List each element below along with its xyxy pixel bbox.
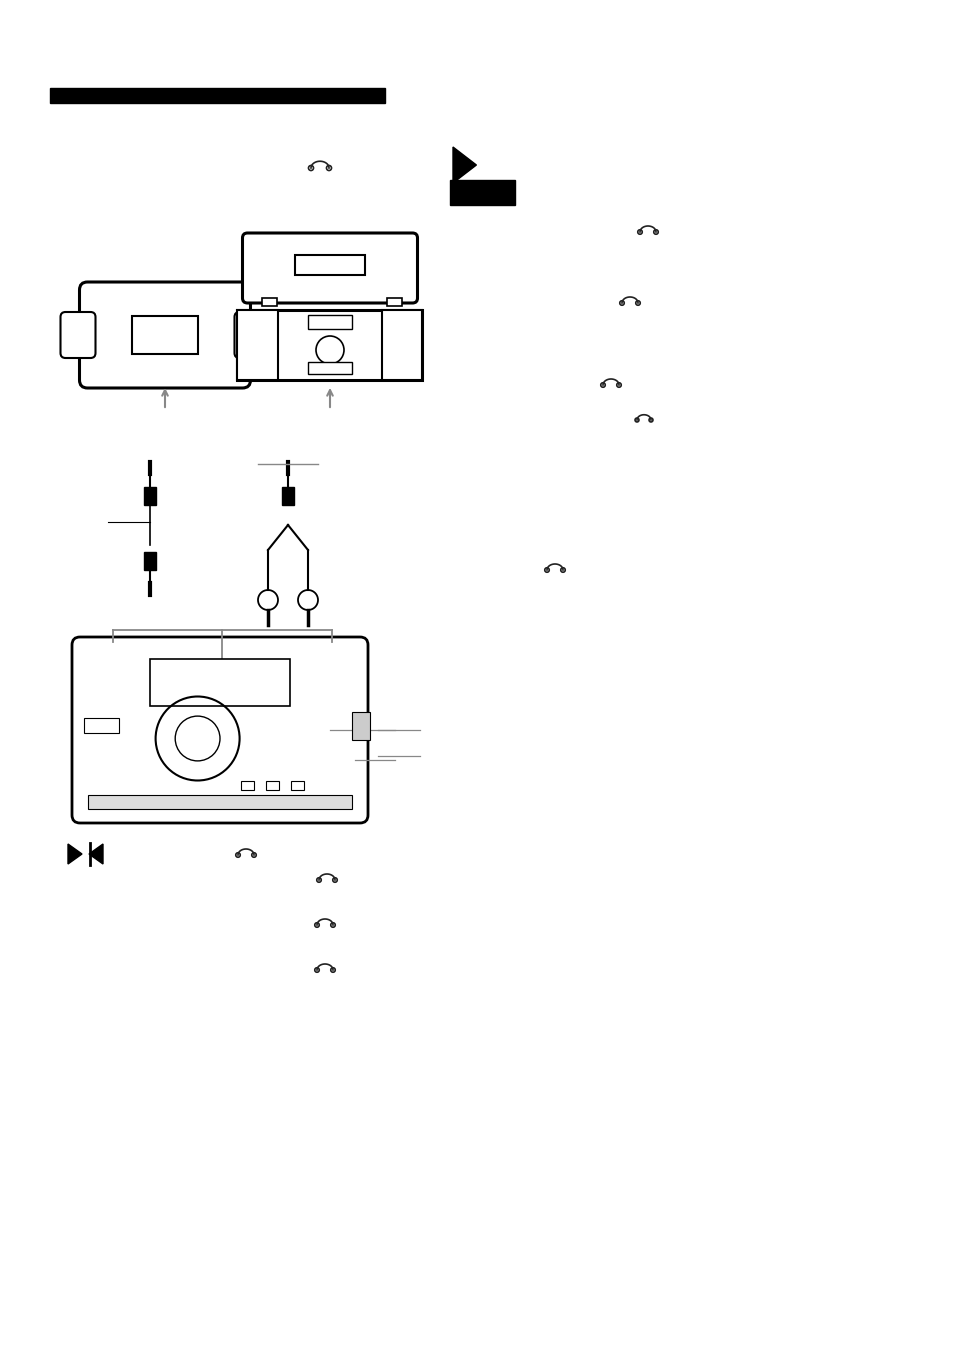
Bar [282,487,294,505]
Bar [241,782,253,790]
Bar [88,795,352,809]
FancyBboxPatch shape [234,312,269,358]
Polygon shape [89,844,103,864]
Bar [295,255,364,274]
FancyBboxPatch shape [79,282,251,388]
Bar [132,316,197,354]
Bar [291,782,304,790]
FancyBboxPatch shape [71,636,368,822]
Bar [381,309,422,380]
Bar [50,88,385,103]
Bar [308,362,352,375]
Bar [387,299,402,305]
Bar [352,712,370,740]
Bar [450,180,515,205]
FancyBboxPatch shape [60,312,95,358]
Bar [150,658,290,706]
Bar [308,315,352,328]
Bar [237,309,422,380]
Bar [84,718,119,733]
Bar [266,782,279,790]
Bar [237,309,278,380]
FancyBboxPatch shape [242,233,417,303]
Bar [144,552,156,570]
Polygon shape [453,147,476,183]
Polygon shape [68,844,82,864]
Bar [262,299,277,305]
Bar [144,487,156,505]
